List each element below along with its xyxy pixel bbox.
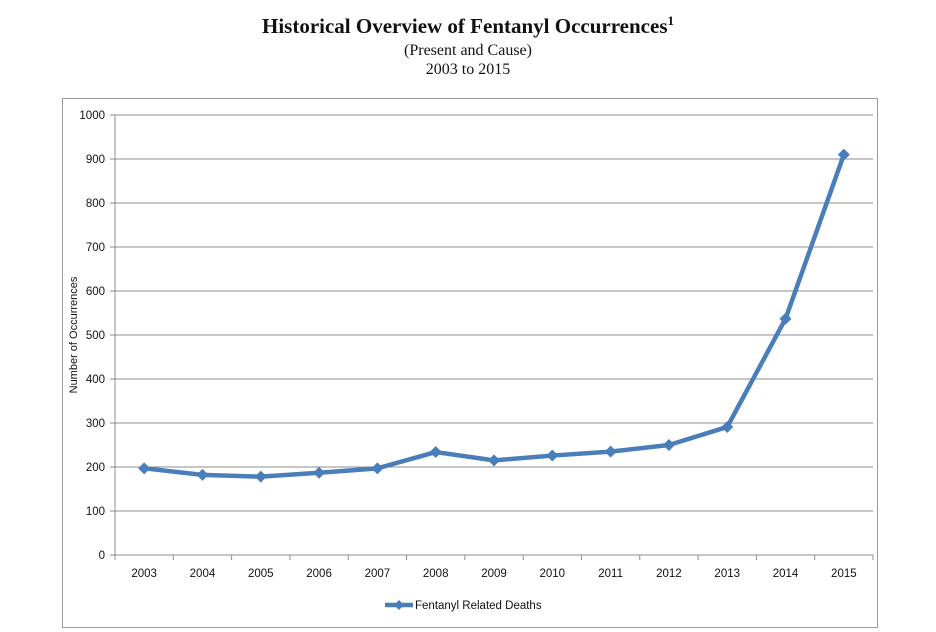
data-point-marker	[371, 462, 384, 475]
x-tick-label: 2008	[423, 568, 449, 580]
chart-subtitle: (Present and Cause)	[404, 42, 532, 59]
data-point-marker	[429, 446, 442, 459]
footnote-marker: 1	[667, 13, 675, 28]
y-tick-label: 400	[86, 374, 105, 386]
data-point-marker	[546, 449, 559, 462]
x-tick-label: 2003	[131, 568, 157, 580]
data-point-marker	[488, 454, 500, 467]
chart-title: Historical Overview of Fentanyl Occurren…	[0, 6, 936, 41]
data-point-marker	[837, 148, 850, 161]
data-point-marker	[604, 445, 617, 458]
line-chart: 0 100 200 300 400 500 600 700 800 900 1000 2003 2004…	[68, 110, 874, 612]
x-tick-label: 2007	[365, 568, 391, 580]
y-tick-label: 200	[86, 462, 105, 474]
chart-frame: 0 100 200 300 400 500 600 700 800 900 1000 2003 2004…	[62, 98, 878, 628]
y-tick-label: 0	[99, 550, 105, 562]
chart-date-range: 2003 to 2015	[425, 61, 511, 78]
x-tick-label: 2006	[306, 568, 332, 580]
x-tick-label: 2010	[540, 568, 566, 580]
x-tick-label: 2011	[598, 568, 623, 580]
y-tick-label: 300	[86, 418, 105, 430]
x-tick-label: 2012	[656, 568, 682, 580]
legend-swatch-marker	[394, 600, 404, 610]
y-tick-label: 100	[86, 506, 105, 518]
y-axis-label: Number of Occurrences	[68, 276, 80, 393]
y-tick-label: 800	[86, 198, 105, 210]
y-tick-label: 900	[86, 154, 105, 166]
legend-label: Fentanyl Related Deaths	[415, 600, 542, 612]
x-tick-label: 2013	[714, 568, 740, 580]
y-tick-label: 700	[86, 242, 105, 254]
x-tick-label: 2014	[773, 568, 799, 580]
data-point-marker	[662, 439, 675, 451]
y-tick-label: 500	[86, 330, 105, 342]
y-tick-label: 1000	[79, 110, 105, 122]
x-tick-label: 2004	[190, 568, 216, 580]
data-point-marker	[313, 466, 326, 479]
data-point-marker	[779, 312, 792, 325]
x-tick-label: 2005	[248, 568, 274, 580]
y-tick-label: 600	[86, 286, 105, 298]
title-block: Historical Overview of Fentanyl Occurren…	[0, 6, 936, 79]
chart-title-text: Historical Overview of Fentanyl Occurren…	[261, 14, 668, 38]
x-tick-label: 2009	[481, 568, 507, 580]
x-tick-label: 2015	[831, 568, 857, 580]
data-point-marker	[254, 470, 267, 483]
data-point-marker	[721, 420, 734, 433]
data-point-marker	[196, 468, 209, 481]
data-point-marker	[138, 462, 151, 475]
